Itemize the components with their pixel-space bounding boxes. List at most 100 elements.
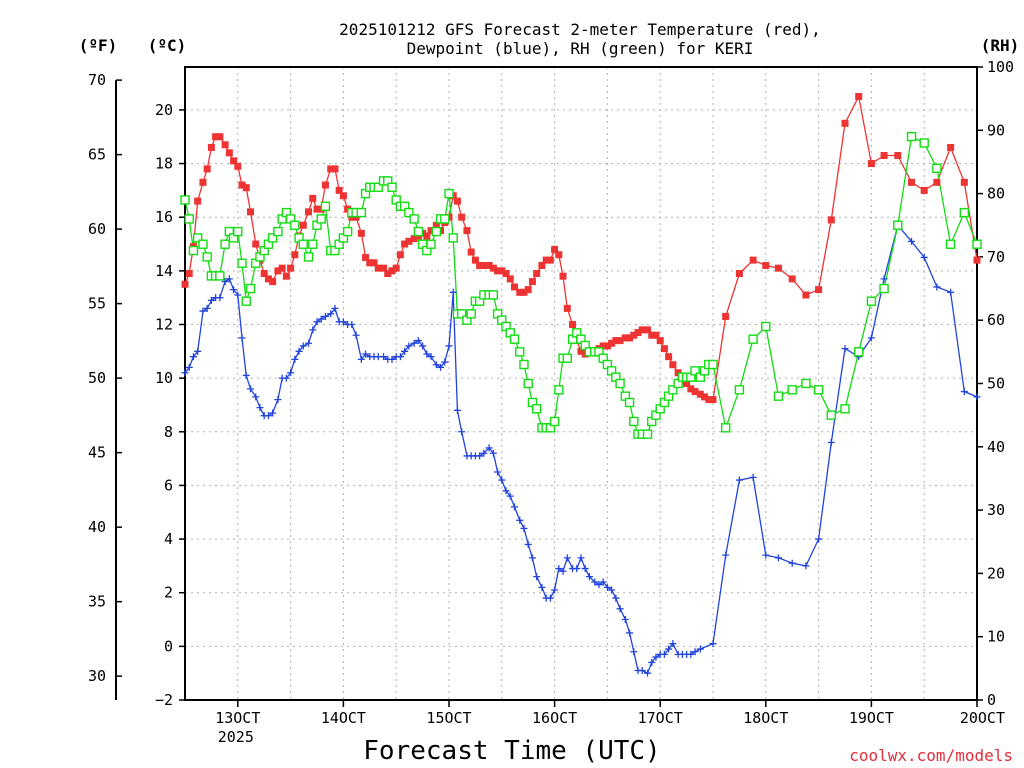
temperature-point: [246, 208, 254, 216]
celsius-tick-label: 12: [155, 315, 173, 333]
rh-tick-label: 40: [987, 438, 1005, 456]
rh-point: [290, 220, 300, 230]
dewpoint-point: [242, 371, 250, 379]
dewpoint-point: [827, 439, 835, 447]
rh-point: [748, 334, 758, 344]
temperature-point: [291, 251, 299, 259]
dewpoint-point: [665, 645, 673, 653]
rh-point: [440, 214, 450, 224]
rh-point: [854, 347, 864, 357]
temperature-point: [701, 393, 709, 401]
temperature-point: [401, 240, 409, 248]
temperature-point: [652, 331, 660, 339]
dewpoint-point: [427, 353, 435, 361]
rh-tick-label: 70: [987, 248, 1005, 266]
temperature-point: [432, 221, 440, 229]
rh-point: [813, 385, 824, 395]
dewpoint-point: [802, 562, 810, 570]
dewpoint-point: [445, 342, 453, 350]
rh-tick-label: 80: [987, 185, 1005, 203]
celsius-tick-label: 8: [164, 423, 173, 441]
temperature-point: [405, 237, 413, 245]
celsius-tick-label: 14: [155, 262, 173, 280]
credit-label: coolwx.com/models: [849, 746, 1013, 765]
temperature-point: [709, 396, 717, 404]
temperature-point: [278, 264, 286, 272]
temperature-point: [467, 248, 475, 256]
temperature-point: [225, 149, 233, 157]
rh-point: [919, 138, 929, 148]
rh-point: [237, 258, 247, 268]
temperature-point: [331, 165, 339, 173]
rh-point: [523, 378, 533, 389]
temperature-point: [287, 264, 295, 272]
rh-point: [893, 220, 903, 230]
temperature-point: [370, 259, 378, 267]
temperature-point: [788, 275, 796, 283]
temperature-point: [603, 342, 611, 350]
dewpoint-point: [432, 361, 440, 369]
dewpoint-point: [524, 540, 532, 548]
rh-point: [945, 239, 956, 249]
x-tick-label: 14OCT: [321, 709, 366, 727]
x-tick-label: 19OCT: [849, 709, 894, 727]
dewpoint-point: [581, 565, 589, 573]
temperature-point: [960, 178, 968, 186]
temperature-point: [230, 157, 238, 165]
temperature-point: [894, 152, 902, 160]
rh-point: [509, 334, 520, 344]
dewpoint-point: [317, 315, 325, 323]
dewpoint-point: [533, 573, 541, 581]
temperature-point: [463, 227, 471, 235]
fahrenheit-tick-label: 35: [88, 593, 106, 611]
temperature-point: [687, 385, 695, 393]
temperature-point: [626, 334, 634, 342]
dewpoint-point: [458, 428, 466, 436]
rh-point: [629, 416, 639, 427]
dewpoint-point: [669, 640, 677, 648]
temperature-point: [221, 141, 229, 149]
dewpoint-point: [305, 339, 313, 347]
dewpoint-point: [841, 345, 849, 353]
rh-point: [932, 163, 942, 173]
temperature-point: [313, 205, 321, 213]
data-markers: [180, 93, 982, 677]
axes: 30 35 40 45 50 55 60 65 70 −2 0 2 4 6 8 10 12 14 16 18 20 0 10…: [88, 58, 1014, 746]
temperature-point: [480, 261, 488, 269]
fahrenheit-tick-label: 50: [88, 369, 106, 387]
dewpoint-point: [185, 363, 193, 371]
dewpoint-point: [410, 339, 418, 347]
temperature-point: [339, 192, 347, 200]
dewpoint-point: [652, 653, 660, 661]
dewpoint-point: [908, 237, 916, 245]
temperature-point: [696, 390, 704, 398]
temperature-point: [947, 143, 955, 151]
dewpoint-point: [331, 304, 339, 312]
temperature-point: [683, 380, 691, 387]
dewpoint-point: [960, 388, 968, 396]
temperature-point: [608, 339, 616, 347]
rh-tick-label: 30: [987, 501, 1005, 519]
dewpoint-point: [933, 283, 941, 291]
temperature-point: [362, 253, 370, 261]
fahrenheit-tick-label: 40: [88, 518, 106, 536]
x-tick-label: 16OCT: [532, 709, 577, 727]
rh-point: [519, 359, 529, 370]
celsius-tick-label: 6: [164, 476, 173, 494]
fahrenheit-tick-label: 55: [88, 295, 106, 313]
x-tick-label: 20OCT: [960, 709, 1005, 727]
x-tick-year-label: 2025: [218, 728, 254, 746]
rh-point: [840, 404, 850, 414]
dewpoint-point: [246, 385, 254, 393]
x-tick-label: 17OCT: [638, 709, 683, 727]
dewpoint-point: [269, 409, 277, 417]
dewpoint-point: [230, 286, 238, 294]
dewpoint-point: [414, 337, 422, 345]
dewpoint-point: [216, 294, 224, 302]
temperature-point: [485, 261, 493, 269]
temperature-point: [933, 178, 941, 186]
dewpoint-point: [181, 369, 189, 377]
temperature-point: [305, 208, 313, 216]
dewpoint-point: [880, 275, 888, 283]
